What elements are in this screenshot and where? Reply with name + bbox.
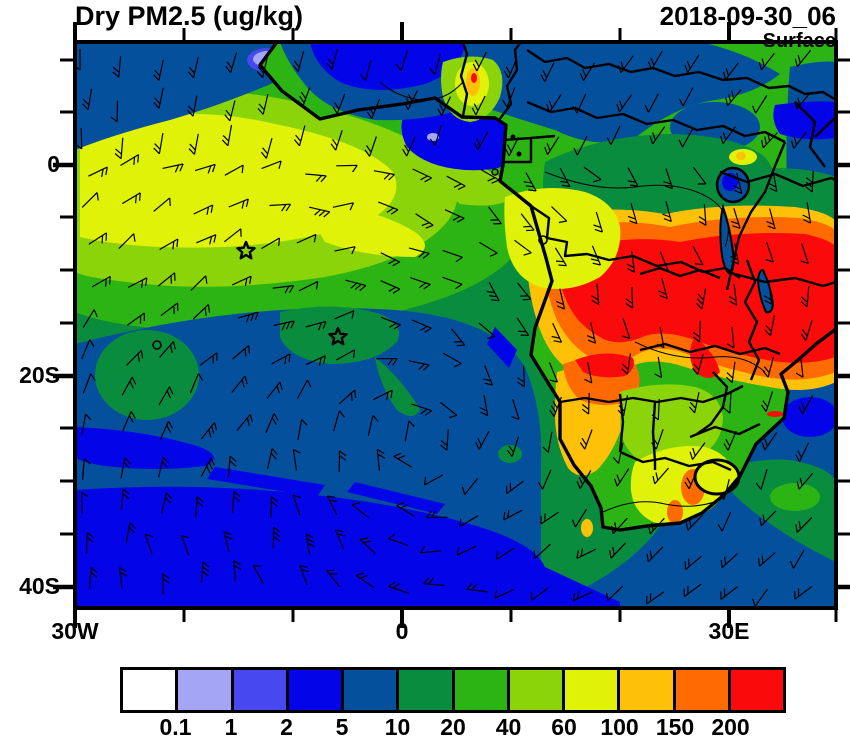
colorbar-swatch bbox=[451, 670, 507, 710]
colorbar-swatch bbox=[123, 670, 176, 710]
colorbar-swatch bbox=[672, 670, 728, 710]
wind-barbs-overlay bbox=[75, 48, 814, 607]
colorbar-label: 150 bbox=[655, 714, 695, 740]
colorbar-label: 5 bbox=[335, 714, 349, 740]
circle-marker bbox=[152, 340, 162, 350]
gulf-coastal-blue bbox=[401, 109, 521, 171]
y-tick-label: 40S bbox=[19, 573, 60, 599]
plot-datetime: 2018-09-30_06 bbox=[659, 1, 836, 31]
colorbar-label: 40 bbox=[495, 714, 522, 740]
sw-blue-band bbox=[75, 486, 620, 608]
x-tick-label: 30E bbox=[708, 618, 750, 644]
colorbar-swatch bbox=[617, 670, 673, 710]
axis-ticks bbox=[53, 22, 850, 628]
colorbar-swatch bbox=[285, 670, 341, 710]
island-dot bbox=[516, 151, 522, 157]
mozambique-blue-patch bbox=[782, 397, 836, 437]
colorbar bbox=[120, 667, 786, 713]
colorbar-label: 60 bbox=[551, 714, 577, 740]
colorbar-swatch bbox=[230, 670, 286, 710]
nw-clean-air-wedge bbox=[75, 42, 311, 150]
map-plot bbox=[53, 22, 850, 628]
angola-yellow-flank bbox=[504, 188, 621, 290]
colorbar-swatch bbox=[175, 670, 231, 710]
map-content bbox=[75, 42, 836, 608]
colorbar-label: 200 bbox=[711, 714, 750, 740]
y-tick-label: 20S bbox=[19, 362, 60, 388]
colorbar-swatch bbox=[396, 670, 452, 710]
star-marker bbox=[236, 240, 256, 260]
circle-marker bbox=[538, 235, 548, 245]
colorbar-label: 20 bbox=[440, 714, 466, 740]
island-dot bbox=[510, 134, 516, 140]
x-tick-label: 30W bbox=[51, 618, 99, 644]
coastline bbox=[258, 42, 836, 532]
colorbar-swatch bbox=[506, 670, 562, 710]
x-tick-label: 0 bbox=[395, 618, 409, 644]
island-ring bbox=[491, 168, 499, 176]
star-marker bbox=[328, 326, 348, 346]
botswana-yellowgreen bbox=[620, 384, 723, 466]
plot-title: Dry PM2.5 (ug/kg) bbox=[75, 1, 304, 31]
colorbar-swatch bbox=[562, 670, 618, 710]
colorbar-label: 2 bbox=[280, 714, 293, 740]
colorbar-label: 0.1 bbox=[159, 714, 192, 740]
colorbar-label: 100 bbox=[600, 714, 639, 740]
colorbar-swatch bbox=[727, 670, 783, 710]
map-border bbox=[73, 40, 838, 610]
y-tick-label: 0 bbox=[47, 151, 60, 177]
colorbar-label: 1 bbox=[224, 714, 238, 740]
colorbar-swatch bbox=[341, 670, 397, 710]
colorbar-label: 10 bbox=[384, 714, 411, 740]
plot-level-label: Surface bbox=[762, 30, 836, 52]
